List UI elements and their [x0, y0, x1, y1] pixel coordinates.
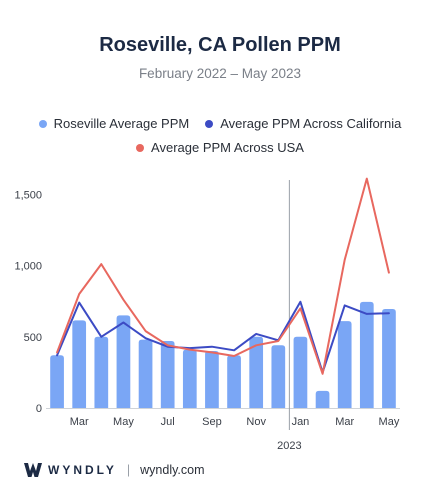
legend-swatch-california	[205, 119, 214, 128]
bar	[72, 320, 87, 408]
wyndly-logo-icon	[24, 463, 42, 477]
legend-label-california: Average PPM Across California	[220, 116, 402, 131]
bar	[205, 351, 219, 408]
y-tick-label: 1,000	[14, 261, 42, 273]
legend-item-roseville: Roseville Average PPM	[38, 116, 190, 131]
bar	[315, 390, 330, 408]
bar	[382, 308, 396, 408]
chart-title: Roseville, CA Pollen PPM	[99, 34, 341, 56]
legend-row-1: Roseville Average PPM Average PPM Across…	[0, 116, 440, 131]
y-tick-label: 500	[24, 332, 42, 344]
year-label: 2023	[277, 440, 301, 452]
brand-name: WYNDLY	[48, 463, 117, 477]
legend-swatch-usa	[136, 143, 145, 152]
chart-subtitle: February 2022 – May 2023	[138, 66, 302, 81]
legend-label-usa: Average PPM Across USA	[151, 140, 304, 155]
legend-swatch-roseville	[38, 119, 47, 128]
bar	[271, 345, 286, 408]
x-tick-label: Jul	[161, 416, 175, 428]
x-tick-label: Jan	[292, 416, 310, 428]
x-tick-label: May	[113, 416, 134, 428]
series-line	[56, 300, 390, 374]
bar	[337, 321, 352, 408]
wyndly-logo: WYNDLY	[24, 463, 117, 477]
y-tick-label: 0	[36, 403, 42, 415]
y-tick-label: 1,500	[14, 189, 42, 201]
bar	[138, 339, 153, 408]
x-tick-label: May	[379, 416, 400, 428]
legend-row-2: Average PPM Across USA	[0, 140, 440, 155]
bar	[116, 315, 131, 408]
x-tick-label: Nov	[246, 416, 266, 428]
footer: WYNDLY | wyndly.com	[24, 463, 205, 477]
bar	[293, 336, 308, 408]
bar	[182, 349, 197, 408]
bar	[94, 336, 109, 408]
bar	[359, 301, 374, 408]
x-tick-label: Sep	[202, 416, 222, 428]
legend-label-roseville: Roseville Average PPM	[53, 116, 190, 131]
footer-separator: |	[126, 463, 131, 477]
legend-item-usa: Average PPM Across USA	[136, 140, 304, 155]
bar	[50, 355, 64, 408]
x-tick-label: Mar	[70, 416, 89, 428]
footer-site[interactable]: wyndly.com	[140, 463, 205, 477]
legend-item-california: Average PPM Across California	[205, 116, 401, 131]
bar	[160, 341, 175, 408]
bar	[249, 336, 264, 408]
series-line	[56, 177, 390, 375]
x-tick-label: Mar	[335, 416, 354, 428]
bar	[227, 355, 241, 408]
